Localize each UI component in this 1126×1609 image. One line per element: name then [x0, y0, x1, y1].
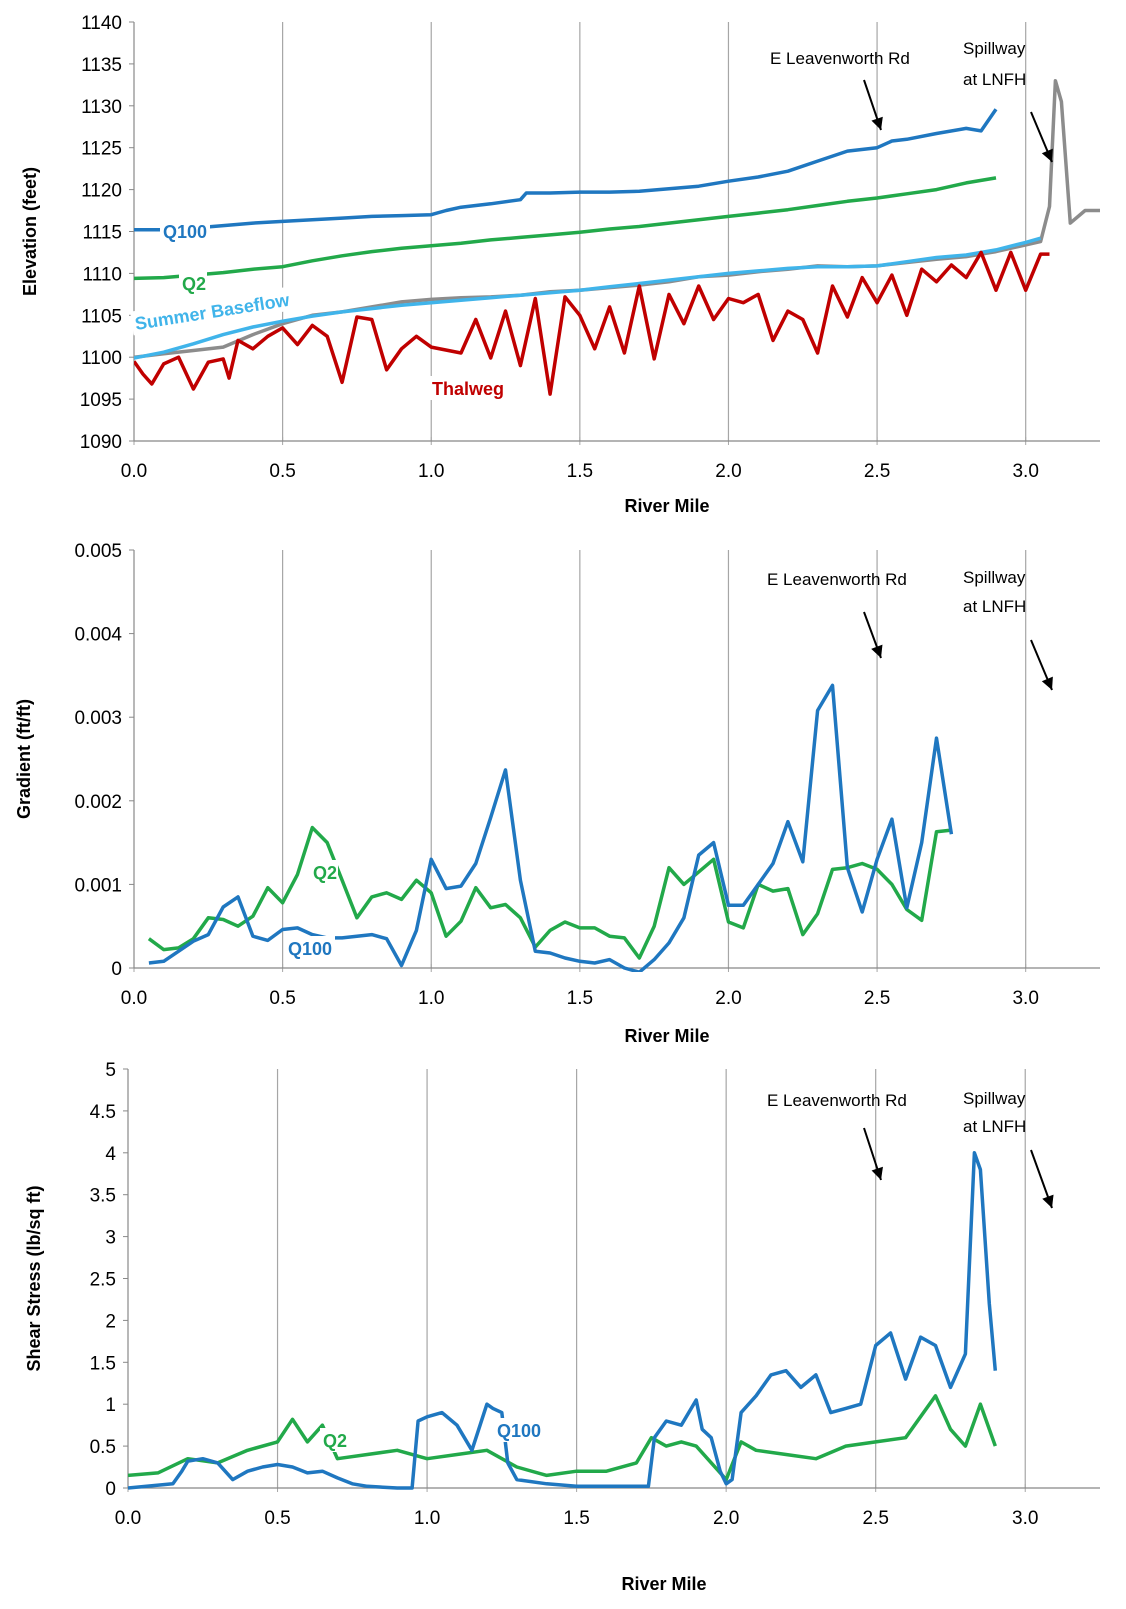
series-label-thalweg: Thalweg [432, 379, 504, 399]
y-axis-title: Gradient (ft/ft) [14, 699, 34, 819]
y-tick-label: 0.5 [90, 1437, 116, 1458]
spillway-arrow-head [1042, 1194, 1054, 1208]
x-tick-label: 2.5 [864, 461, 890, 482]
annotation-spillway-label: Spillway [963, 1089, 1026, 1108]
y-tick-label: 4 [105, 1144, 116, 1165]
road-arrow-head [871, 644, 883, 658]
annotation-spillway-label: Spillway [963, 568, 1026, 587]
y-tick-label: 1100 [81, 348, 122, 369]
annotation-road-label: E Leavenworth Rd [767, 1091, 907, 1110]
series-label-bg [320, 1428, 348, 1452]
y-tick-label: 2 [105, 1311, 116, 1332]
y-tick-label: 1095 [80, 390, 122, 411]
series-label-q2: Q2 [323, 1431, 347, 1451]
annotation-spillway-label-line2: at LNFH [963, 597, 1026, 616]
series-line-q100 [134, 108, 998, 232]
x-tick-label: 3.0 [1012, 988, 1038, 1009]
annotation-road-label: E Leavenworth Rd [767, 570, 907, 589]
y-axis-title: Elevation (feet) [20, 167, 40, 296]
y-tick-label: 1130 [81, 97, 122, 118]
series-label-bg [160, 219, 210, 243]
series-label-q100: Q100 [163, 222, 207, 242]
series-line-q100 [128, 1151, 998, 1490]
x-tick-label: 2.5 [862, 1508, 888, 1529]
series-line-q100 [148, 683, 954, 972]
y-tick-label: 0 [105, 1479, 116, 1500]
spillway-arrow-head [1041, 148, 1053, 162]
series-label-bg [285, 936, 335, 960]
x-tick-label: 0.5 [269, 988, 295, 1009]
series-line-thalweg [134, 250, 1050, 396]
annotation-spillway-label: Spillway [963, 39, 1026, 58]
x-tick-label: 1.0 [418, 988, 444, 1009]
x-axis-title: River Mile [621, 1574, 706, 1594]
x-axis-title: River Mile [624, 1026, 709, 1046]
chart-panel-3: 0.0 0.5 1.0 1.5 2.0 2.5 3.0 0 0.5 1 1.5 2 2.5 3 3.5 4 4.… [24, 1060, 1100, 1594]
x-tick-label: 1.5 [567, 988, 593, 1009]
y-tick-label: 1 [105, 1395, 116, 1416]
x-tick-label: 2.0 [713, 1508, 739, 1529]
series-line-summer-baseflow [134, 236, 1042, 360]
series-line-q2 [147, 825, 952, 960]
y-tick-label: 4.5 [90, 1102, 116, 1123]
y-tick-label: 1125 [81, 139, 122, 160]
spillway-arrow-head [1041, 676, 1053, 690]
y-tick-label: 3.5 [90, 1186, 116, 1207]
y-tick-label: 1140 [81, 13, 122, 34]
annotation-spillway-label-line2: at LNFH [963, 1117, 1026, 1136]
y-tick-label: 2.5 [90, 1270, 116, 1291]
x-tick-label: 1.5 [567, 461, 593, 482]
series-label-q100: Q100 [497, 1421, 541, 1441]
y-tick-label: 1090 [80, 432, 122, 453]
y-axis-title: Shear Stress (lb/sq ft) [24, 1185, 44, 1371]
series-label-bg [130, 284, 303, 336]
x-tick-label: 0.0 [121, 461, 147, 482]
series-label-bg [179, 271, 207, 295]
x-tick-label: 0.0 [121, 988, 147, 1009]
series-label-bg [429, 376, 512, 400]
y-tick-label: 5 [105, 1060, 116, 1081]
y-tick-label: 0.004 [74, 625, 122, 646]
x-tick-label: 2.0 [715, 988, 741, 1009]
y-tick-label: 1105 [81, 306, 122, 327]
x-tick-label: 0.5 [269, 461, 295, 482]
y-tick-label: 0.003 [74, 708, 122, 729]
x-tick-label: 0.0 [115, 1508, 141, 1529]
y-tick-label: 0.001 [74, 875, 122, 896]
y-tick-label: 1120 [81, 181, 122, 202]
chart-panel-1: 0.0 0.5 1.0 1.5 2.0 2.5 3.0 1090 1095 1100 1105 111… [20, 13, 1100, 516]
y-tick-label: 0 [111, 959, 122, 980]
x-tick-label: 0.5 [264, 1508, 290, 1529]
series-label-q2: Q2 [182, 274, 206, 294]
x-tick-label: 3.0 [1012, 1508, 1038, 1529]
annotation-road-label: E Leavenworth Rd [770, 49, 910, 68]
series-label-bg [310, 860, 338, 884]
series-label-q2: Q2 [313, 863, 337, 883]
series-line-ground [134, 78, 1100, 359]
x-axis-title: River Mile [624, 496, 709, 516]
y-tick-label: 0.005 [74, 541, 122, 562]
annotation-spillway-label-line2: at LNFH [963, 70, 1026, 89]
series-line-q2 [134, 176, 997, 281]
x-tick-label: 1.0 [418, 461, 444, 482]
y-tick-label: 1135 [81, 55, 122, 76]
road-arrow-head [871, 1166, 883, 1180]
x-tick-label: 3.0 [1012, 461, 1038, 482]
y-tick-label: 0.002 [74, 792, 122, 813]
chart-panel-2: 0.0 0.5 1.0 1.5 2.0 2.5 3.0 0 0.001 0.002 0.003 0.0… [14, 541, 1100, 1046]
x-tick-label: 2.5 [864, 988, 890, 1009]
x-tick-label: 1.5 [563, 1508, 589, 1529]
series-label-q100: Q100 [288, 939, 332, 959]
x-tick-label: 2.0 [715, 461, 741, 482]
road-arrow-head [871, 116, 883, 130]
y-tick-label: 1110 [83, 264, 122, 285]
x-tick-label: 1.0 [414, 1508, 440, 1529]
y-tick-label: 1.5 [90, 1353, 116, 1374]
series-line-q2 [128, 1394, 997, 1482]
y-tick-label: 3 [105, 1228, 116, 1249]
y-tick-label: 1115 [83, 223, 122, 244]
series-label-bg [494, 1418, 544, 1442]
